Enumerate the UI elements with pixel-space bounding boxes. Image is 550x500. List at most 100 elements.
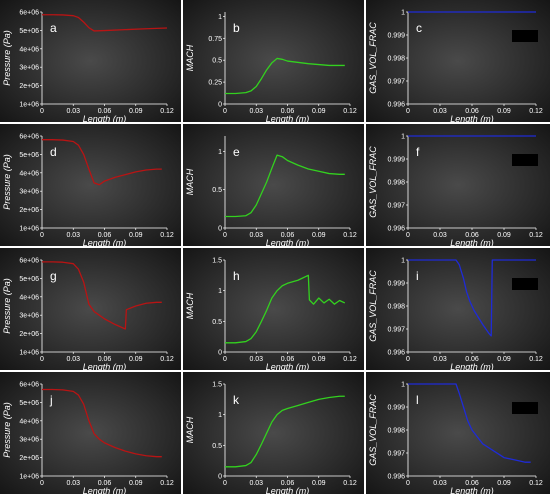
x-tick-label: 0.03: [249, 480, 263, 487]
series-line: [408, 259, 536, 337]
panel-h: 0 0.03 0.06 0.09 0.12 0 0.5 1 1.5 Length (m) MACH h: [183, 248, 364, 372]
series-line: [225, 154, 345, 218]
y-axis-label: GAS_VOL_FRAC: [368, 394, 378, 466]
x-tick-label: 0.12: [343, 356, 357, 363]
x-tick-label: 0.12: [529, 108, 543, 115]
y-tick-label: 1: [218, 149, 222, 156]
y-tick-label: 3e+06: [19, 65, 39, 72]
x-tick-label: 0.12: [529, 480, 543, 487]
panel-label: i: [416, 269, 419, 283]
y-tick-label: 0.998: [387, 180, 405, 187]
x-tick-label: 0.03: [66, 480, 80, 487]
x-tick-label: 0: [406, 232, 410, 239]
y-tick-label: 1e+06: [19, 226, 39, 233]
x-axis-label: Length (m): [266, 114, 310, 124]
x-tick-label: 0.03: [433, 356, 447, 363]
y-tick-label: 1e+06: [19, 102, 39, 109]
y-tick-label: 2e+06: [19, 331, 39, 338]
y-axis-label: Pressure (Pa): [2, 30, 12, 86]
panel-label: h: [233, 269, 240, 283]
x-tick-label: 0.09: [312, 232, 326, 239]
x-axis-label: Length (m): [83, 114, 127, 124]
panel-label: d: [50, 145, 57, 159]
x-axis-label: Length (m): [266, 362, 310, 372]
y-axis-label: MACH: [185, 44, 195, 71]
y-tick-label: 0.998: [387, 428, 405, 435]
y-tick-label: 0.5: [212, 443, 222, 450]
x-tick-label: 0.09: [129, 480, 143, 487]
x-tick-label: 0: [406, 356, 410, 363]
x-tick-label: 0.06: [465, 480, 479, 487]
y-tick-label: 5e+06: [19, 276, 39, 283]
x-tick-label: 0.09: [497, 480, 511, 487]
panel-j: 0 0.03 0.06 0.09 0.12 1e+06 2e+06 3e+06 4e+06 5e+…: [0, 372, 181, 496]
panel-background: [0, 124, 181, 246]
y-tick-label: 0: [218, 226, 222, 233]
y-tick-label: 2e+06: [19, 207, 39, 214]
y-axis-label: MACH: [185, 292, 195, 319]
x-tick-label: 0.12: [343, 108, 357, 115]
y-tick-label: 0.5: [212, 319, 222, 326]
y-axis-label: GAS_VOL_FRAC: [368, 22, 378, 94]
x-axis-label: Length (m): [83, 486, 127, 496]
y-tick-label: 0: [218, 102, 222, 109]
x-tick-label: 0.03: [249, 108, 263, 115]
x-axis-label: Length (m): [450, 114, 494, 124]
series-line: [42, 388, 162, 458]
y-axis-label: Pressure (Pa): [2, 154, 12, 210]
series-line: [42, 261, 162, 330]
panel-f: 0 0.03 0.06 0.09 0.12 0.996 0.997 0.998 0.999 1 Le…: [366, 124, 550, 248]
x-tick-label: 0.06: [465, 232, 479, 239]
y-tick-label: 0: [218, 474, 222, 481]
y-tick-label: 5e+06: [19, 28, 39, 35]
x-tick-label: 0: [406, 108, 410, 115]
y-tick-label: 0.998: [387, 304, 405, 311]
mask-box: [512, 154, 538, 166]
y-tick-label: 4e+06: [19, 418, 39, 425]
panel-background: [366, 248, 550, 370]
y-tick-label: 1: [401, 10, 405, 17]
x-tick-label: 0.03: [433, 232, 447, 239]
panel-label: a: [50, 21, 57, 35]
panel-k: 0 0.03 0.06 0.09 0.12 0 0.5 1 1.5 Length (m) MACH k: [183, 372, 364, 496]
x-tick-label: 0.03: [433, 480, 447, 487]
y-tick-label: 0.996: [387, 474, 405, 481]
x-tick-label: 0.09: [129, 356, 143, 363]
panel-background: [0, 0, 181, 122]
series-line: [225, 274, 346, 344]
y-tick-label: 1: [218, 412, 222, 419]
x-tick-label: 0.12: [343, 232, 357, 239]
y-tick-label: 4e+06: [19, 294, 39, 301]
mask-box: [512, 402, 538, 414]
panel-background: [366, 372, 550, 494]
x-tick-label: 0.12: [160, 356, 174, 363]
x-axis-label: Length (m): [266, 238, 310, 248]
panel-background: [366, 0, 550, 122]
y-tick-label: 5e+06: [19, 400, 39, 407]
x-tick-label: 0.12: [160, 480, 174, 487]
x-tick-label: 0.12: [160, 108, 174, 115]
y-axis-label: Pressure (Pa): [2, 278, 12, 334]
y-tick-label: 1: [401, 258, 405, 265]
x-axis-label: Length (m): [450, 486, 494, 496]
panel-d: 0 0.03 0.06 0.09 0.12 1e+06 2e+06 3e+06 4e+06 5e+…: [0, 124, 181, 248]
x-axis-label: Length (m): [450, 238, 494, 248]
y-tick-label: 1: [218, 288, 222, 295]
y-tick-label: 2e+06: [19, 83, 39, 90]
y-axis-label: GAS_VOL_FRAC: [368, 146, 378, 218]
panel-label: c: [416, 21, 422, 35]
y-tick-label: 0.996: [387, 350, 405, 357]
series-line: [42, 139, 162, 186]
panel-label: l: [416, 393, 419, 407]
y-tick-label: 3e+06: [19, 313, 39, 320]
y-tick-label: 0.997: [387, 327, 405, 334]
x-axis-label: Length (m): [266, 486, 310, 496]
y-tick-label: 6e+06: [19, 134, 39, 141]
panel-label: e: [233, 145, 240, 159]
x-tick-label: 0.06: [281, 108, 295, 115]
y-tick-label: 6e+06: [19, 10, 39, 17]
panel-background: [183, 372, 364, 494]
x-tick-label: 0.03: [66, 356, 80, 363]
x-axis-label: Length (m): [83, 238, 127, 248]
